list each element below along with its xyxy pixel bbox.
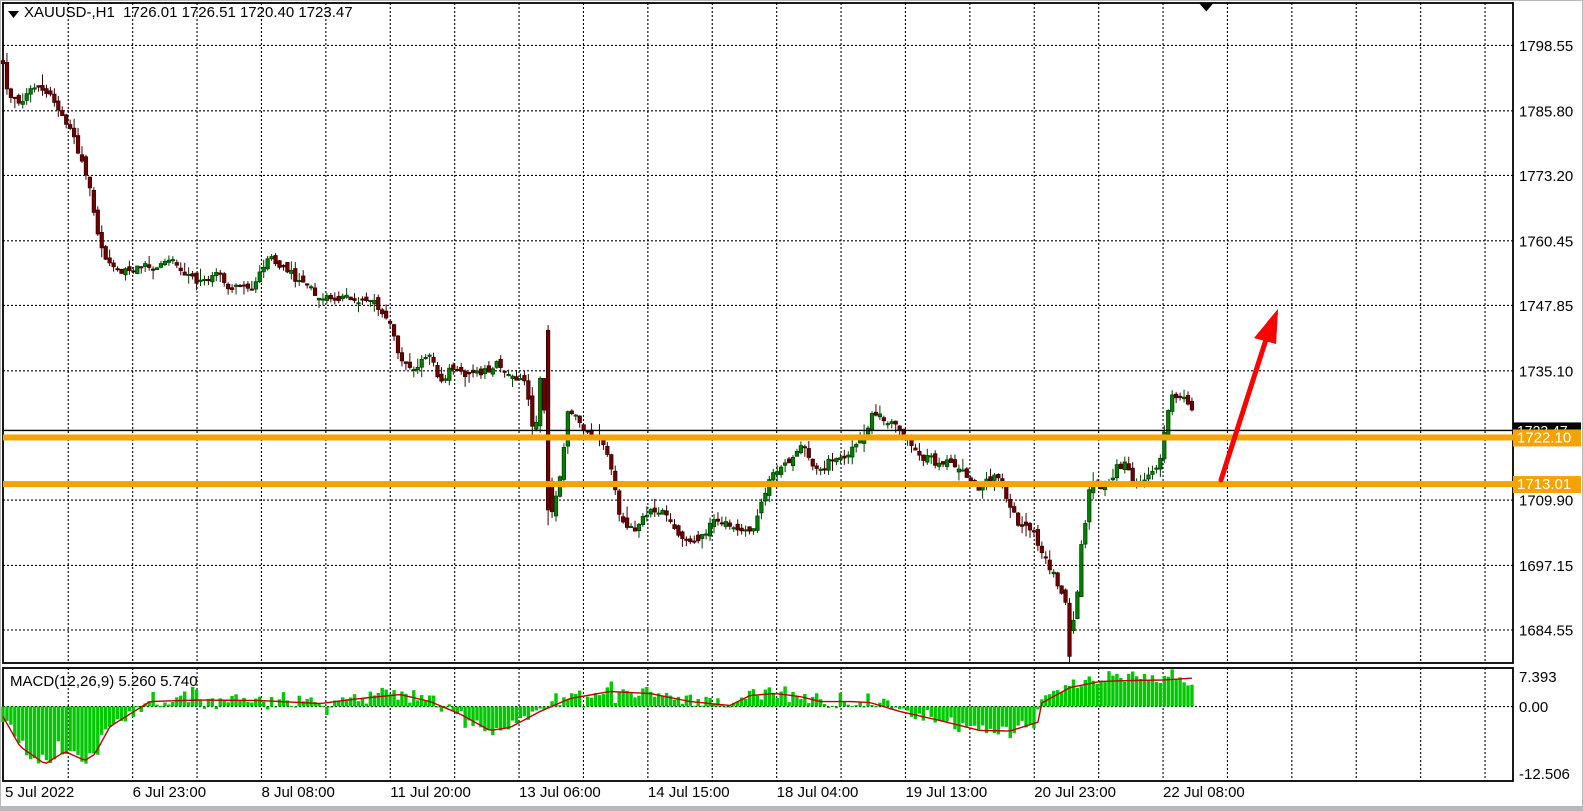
svg-text:7.393: 7.393 — [1519, 669, 1557, 686]
svg-text:1709.90: 1709.90 — [1519, 493, 1573, 510]
svg-text:MACD(12,26,9) 5.260 5.740: MACD(12,26,9) 5.260 5.740 — [10, 673, 198, 690]
svg-text:1697.15: 1697.15 — [1519, 558, 1573, 575]
svg-text:1735.10: 1735.10 — [1519, 363, 1573, 380]
svg-text:1713.01: 1713.01 — [1517, 476, 1571, 493]
svg-text:1760.45: 1760.45 — [1519, 233, 1573, 250]
svg-text:18 Jul 04:00: 18 Jul 04:00 — [777, 784, 859, 801]
svg-text:14 Jul 15:00: 14 Jul 15:00 — [648, 784, 730, 801]
svg-text:5 Jul 2022: 5 Jul 2022 — [5, 784, 74, 801]
svg-text:1773.20: 1773.20 — [1519, 168, 1573, 185]
svg-text:1747.85: 1747.85 — [1519, 298, 1573, 315]
svg-text:22 Jul 08:00: 22 Jul 08:00 — [1163, 784, 1245, 801]
svg-text:8 Jul 08:00: 8 Jul 08:00 — [261, 784, 334, 801]
svg-text:19 Jul 13:00: 19 Jul 13:00 — [905, 784, 987, 801]
svg-text:1722.10: 1722.10 — [1517, 429, 1571, 446]
svg-text:1798.55: 1798.55 — [1519, 38, 1573, 55]
svg-text:1684.55: 1684.55 — [1519, 623, 1573, 640]
svg-text:XAUUSD-,H1 1726.01 1726.51 17: XAUUSD-,H1 1726.01 1726.51 1720.40 1723.… — [24, 4, 353, 21]
svg-text:11 Jul 20:00: 11 Jul 20:00 — [390, 784, 471, 801]
svg-text:1785.80: 1785.80 — [1519, 103, 1573, 120]
svg-text:13 Jul 06:00: 13 Jul 06:00 — [519, 784, 601, 801]
svg-text:6 Jul 23:00: 6 Jul 23:00 — [133, 784, 206, 801]
svg-text:20 Jul 23:00: 20 Jul 23:00 — [1034, 784, 1116, 801]
svg-text:0.00: 0.00 — [1519, 699, 1548, 716]
svg-text:-12.506: -12.506 — [1519, 766, 1570, 783]
